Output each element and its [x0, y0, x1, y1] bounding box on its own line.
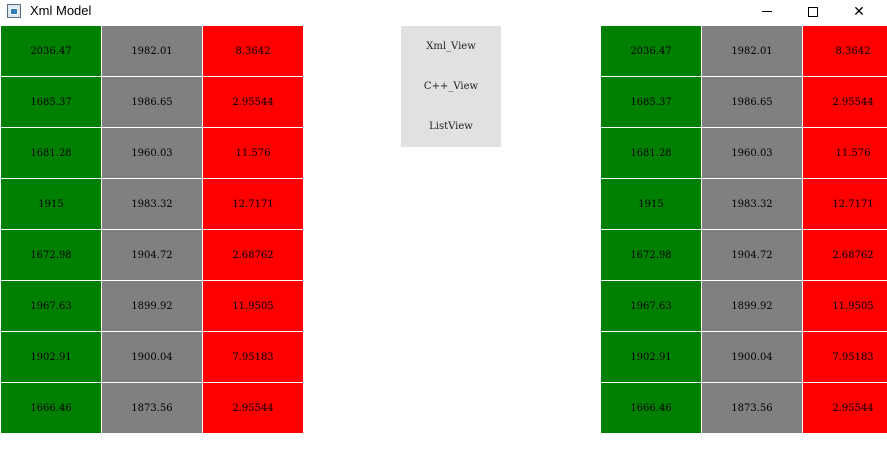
- table-cell[interactable]: 2036.47: [1, 26, 101, 76]
- list-view-button[interactable]: ListView: [429, 120, 473, 132]
- table-cell[interactable]: 11.576: [803, 128, 887, 178]
- table-cell[interactable]: 1982.01: [102, 26, 202, 76]
- minimize-button[interactable]: [744, 0, 790, 23]
- table-cell[interactable]: 1685.37: [1, 77, 101, 127]
- table-cell[interactable]: 1672.98: [1, 230, 101, 280]
- right-table: 2036.47 1982.01 8.3642 1685.37 1986.65 2.9554…: [601, 26, 887, 433]
- table-cell[interactable]: 1672.98: [601, 230, 701, 280]
- table-cell[interactable]: 1900.04: [102, 332, 202, 382]
- table-cell[interactable]: 1915: [601, 179, 701, 229]
- table-cell[interactable]: 1983.32: [702, 179, 802, 229]
- minimize-icon: [762, 11, 772, 12]
- table-cell[interactable]: 7.95183: [203, 332, 303, 382]
- maximize-button[interactable]: [790, 0, 836, 23]
- table-cell[interactable]: 12.7171: [803, 179, 887, 229]
- maximize-icon: [808, 6, 818, 17]
- app-window-icon: [7, 4, 21, 18]
- window-title: Xml Model: [30, 3, 92, 18]
- title-bar: Xml Model ✕: [0, 0, 887, 23]
- table-cell[interactable]: 1960.03: [702, 128, 802, 178]
- table-cell[interactable]: 1983.32: [102, 179, 202, 229]
- table-cell[interactable]: 1986.65: [702, 77, 802, 127]
- table-cell[interactable]: 1666.46: [601, 383, 701, 433]
- cpp-view-button[interactable]: C++_View: [423, 80, 479, 92]
- table-cell[interactable]: 1899.92: [102, 281, 202, 331]
- table-cell[interactable]: 1986.65: [102, 77, 202, 127]
- table-cell[interactable]: 12.7171: [203, 179, 303, 229]
- xml-view-button[interactable]: Xml_View: [426, 40, 476, 52]
- table-cell[interactable]: 1902.91: [1, 332, 101, 382]
- table-cell[interactable]: 11.576: [203, 128, 303, 178]
- table-cell[interactable]: 1982.01: [702, 26, 802, 76]
- table-cell[interactable]: 8.3642: [203, 26, 303, 76]
- table-cell[interactable]: 8.3642: [803, 26, 887, 76]
- table-cell[interactable]: 1873.56: [702, 383, 802, 433]
- table-cell[interactable]: 1899.92: [702, 281, 802, 331]
- table-cell[interactable]: 2036.47: [601, 26, 701, 76]
- table-cell[interactable]: 1666.46: [1, 383, 101, 433]
- table-cell[interactable]: 1960.03: [102, 128, 202, 178]
- table-cell[interactable]: 1915: [1, 179, 101, 229]
- left-table: 2036.47 1982.01 8.3642 1685.37 1986.65 2.9554…: [1, 26, 303, 433]
- table-cell[interactable]: 11.9505: [803, 281, 887, 331]
- table-cell[interactable]: 2.95544: [803, 383, 887, 433]
- table-cell[interactable]: 1967.63: [601, 281, 701, 331]
- table-cell[interactable]: 1685.37: [601, 77, 701, 127]
- table-cell[interactable]: 1873.56: [102, 383, 202, 433]
- table-cell[interactable]: 1902.91: [601, 332, 701, 382]
- table-cell[interactable]: 11.9505: [203, 281, 303, 331]
- table-cell[interactable]: 2.68762: [803, 230, 887, 280]
- table-cell[interactable]: 7.95183: [803, 332, 887, 382]
- close-button[interactable]: ✕: [836, 0, 882, 23]
- table-cell[interactable]: 1681.28: [601, 128, 701, 178]
- table-cell[interactable]: 1904.72: [102, 230, 202, 280]
- table-cell[interactable]: 1900.04: [702, 332, 802, 382]
- table-cell[interactable]: 2.95544: [803, 77, 887, 127]
- table-cell[interactable]: 2.68762: [203, 230, 303, 280]
- table-cell[interactable]: 2.95544: [203, 383, 303, 433]
- table-cell[interactable]: 2.95544: [203, 77, 303, 127]
- close-icon: ✕: [853, 3, 865, 20]
- table-cell[interactable]: 1681.28: [1, 128, 101, 178]
- table-cell[interactable]: 1904.72: [702, 230, 802, 280]
- view-button-panel: Xml_View C++_View ListView: [401, 26, 501, 147]
- table-cell[interactable]: 1967.63: [1, 281, 101, 331]
